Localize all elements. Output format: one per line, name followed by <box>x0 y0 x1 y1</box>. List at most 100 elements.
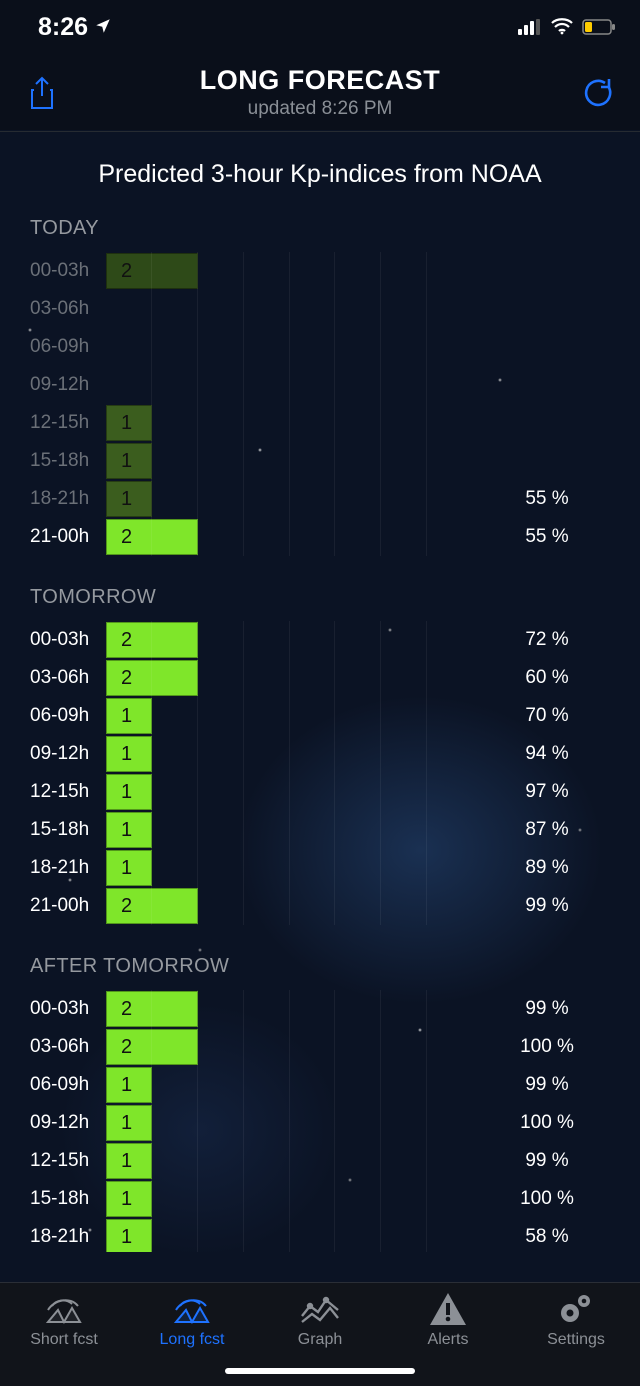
long-icon <box>170 1289 214 1329</box>
time-range-label: 03-06h <box>0 298 106 320</box>
kp-bar: 2 <box>106 1029 198 1065</box>
bar-track: 1 <box>106 773 472 811</box>
settings-icon <box>556 1289 596 1329</box>
forecast-row: 18-21h189 % <box>0 849 640 887</box>
kp-bar: 2 <box>106 519 198 555</box>
kp-bar: 2 <box>106 888 198 924</box>
bar-track: 1 <box>106 1218 472 1252</box>
kp-bar: 1 <box>106 698 152 734</box>
location-arrow-icon <box>94 13 112 42</box>
bar-track: 1 <box>106 480 472 518</box>
tab-settings[interactable]: Settings <box>512 1289 640 1386</box>
time-range-label: 03-06h <box>0 667 106 689</box>
time-range-label: 18-21h <box>0 1226 106 1248</box>
page-title: LONG FORECAST <box>62 65 578 96</box>
kp-bar: 1 <box>106 1143 152 1179</box>
refresh-button[interactable] <box>578 78 618 108</box>
status-time: 8:26 <box>38 13 88 42</box>
probability-percent: 99 % <box>472 895 622 917</box>
cellular-signal-icon <box>518 13 542 42</box>
probability-percent: 70 % <box>472 705 622 727</box>
kp-bar: 2 <box>106 991 198 1027</box>
bar-track: 2 <box>106 659 472 697</box>
probability-percent: 58 % <box>472 1226 622 1248</box>
time-range-label: 00-03h <box>0 998 106 1020</box>
kp-bar: 1 <box>106 405 152 441</box>
probability-percent: 60 % <box>472 667 622 689</box>
kp-bar: 1 <box>106 481 152 517</box>
forecast-row: 15-18h187 % <box>0 811 640 849</box>
time-range-label: 09-12h <box>0 743 106 765</box>
forecast-row: 12-15h1 97 % <box>0 773 640 811</box>
bar-track: 1 <box>106 1066 472 1104</box>
probability-percent: 99 % <box>472 1074 622 1096</box>
alerts-icon <box>428 1289 468 1329</box>
forecast-row: 18-21h155 % <box>0 480 640 518</box>
probability-percent: 97 % <box>472 781 622 803</box>
time-range-label: 00-03h <box>0 629 106 651</box>
time-range-label: 12-15h <box>0 781 106 803</box>
home-indicator <box>225 1368 415 1374</box>
section-title: TODAY <box>0 217 640 240</box>
bar-track: 2 <box>106 621 472 659</box>
bar-track: 1 <box>106 1180 472 1218</box>
forecast-row: 06-09h1 70 % <box>0 697 640 735</box>
forecast-row: 00-03h299 % <box>0 990 640 1028</box>
bar-track: 1 <box>106 697 472 735</box>
probability-percent: 89 % <box>472 857 622 879</box>
kp-bar: 1 <box>106 736 152 772</box>
forecast-row: 12-15h1 <box>0 404 640 442</box>
bar-track: 1 <box>106 735 472 773</box>
time-range-label: 09-12h <box>0 1112 106 1134</box>
forecast-row: 03-06h2100 % <box>0 1028 640 1066</box>
bar-track: 1 <box>106 849 472 887</box>
forecast-row: 09-12h1 94 % <box>0 735 640 773</box>
kp-bar: 1 <box>106 774 152 810</box>
status-bar: 8:26 <box>0 0 640 54</box>
short-icon <box>42 1289 86 1329</box>
forecast-row: 12-15h199 % <box>0 1142 640 1180</box>
bar-track: 1 <box>106 1104 472 1142</box>
forecast-row: 21-00h299 % <box>0 887 640 925</box>
time-range-label: 06-09h <box>0 705 106 727</box>
section-title: AFTER TOMORROW <box>0 955 640 978</box>
nav-bar: LONG FORECAST updated 8:26 PM <box>0 54 640 132</box>
forecast-row: 21-00h2 55 % <box>0 518 640 556</box>
forecast-row: 06-09h <box>0 328 640 366</box>
forecast-row: 06-09h199 % <box>0 1066 640 1104</box>
bar-track: 1 <box>106 1142 472 1180</box>
kp-bar: 1 <box>106 1105 152 1141</box>
probability-percent: 99 % <box>472 1150 622 1172</box>
probability-percent: 100 % <box>472 1112 622 1134</box>
tab-label: Long fcst <box>160 1331 225 1349</box>
kp-bar: 1 <box>106 812 152 848</box>
content-scroll[interactable]: Predicted 3-hour Kp-indices from NOAA TO… <box>0 132 640 1252</box>
share-button[interactable] <box>22 76 62 110</box>
bar-track: 1 <box>106 442 472 480</box>
graph-icon <box>298 1289 342 1329</box>
forecast-row: 09-12h1 100 % <box>0 1104 640 1142</box>
forecast-row: 15-18h1100 % <box>0 1180 640 1218</box>
tab-label: Settings <box>547 1331 605 1349</box>
forecast-row: 09-12h <box>0 366 640 404</box>
time-range-label: 21-00h <box>0 526 106 548</box>
probability-percent: 72 % <box>472 629 622 651</box>
kp-bar: 2 <box>106 622 198 658</box>
probability-percent: 94 % <box>472 743 622 765</box>
time-range-label: 12-15h <box>0 412 106 434</box>
kp-bar: 1 <box>106 1219 152 1252</box>
bar-track: 1 <box>106 811 472 849</box>
kp-bar: 1 <box>106 443 152 479</box>
probability-percent: 55 % <box>472 526 622 548</box>
bar-track <box>106 328 472 366</box>
bar-track: 1 <box>106 404 472 442</box>
tab-label: Graph <box>298 1331 342 1349</box>
tab-short[interactable]: Short fcst <box>0 1289 128 1386</box>
forecast-row: 15-18h1 <box>0 442 640 480</box>
bar-track: 2 <box>106 1028 472 1066</box>
probability-percent: 100 % <box>472 1188 622 1210</box>
forecast-row: 18-21h1 58 % <box>0 1218 640 1252</box>
time-range-label: 15-18h <box>0 819 106 841</box>
kp-bar: 1 <box>106 850 152 886</box>
bar-track: 2 <box>106 887 472 925</box>
